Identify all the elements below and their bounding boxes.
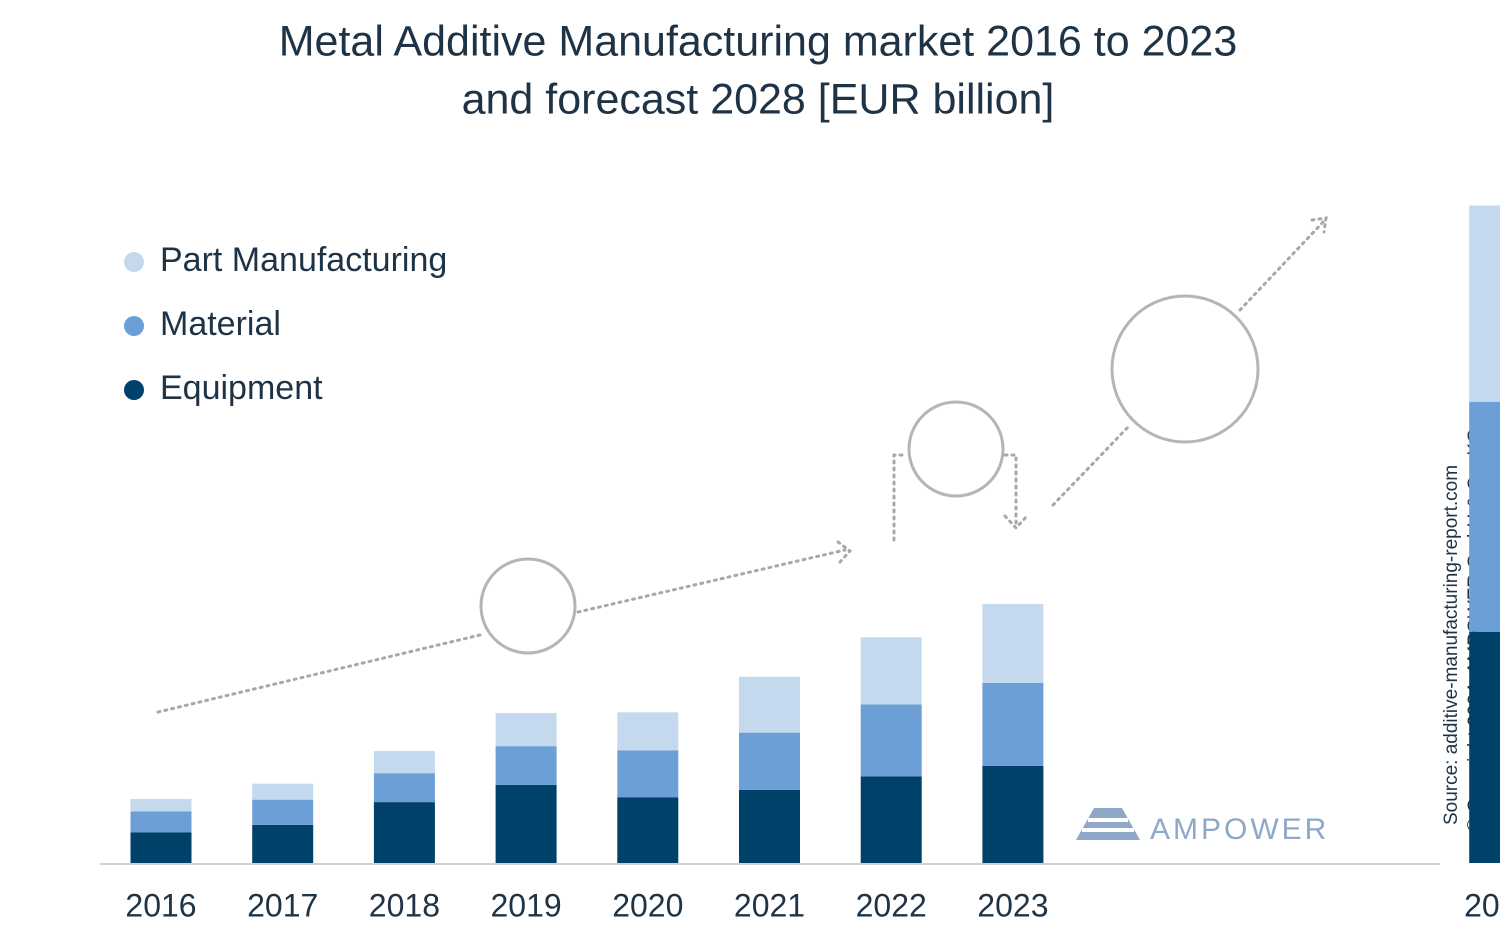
x-tick-label: 2019 [491,887,562,923]
bar-segment [130,799,192,812]
bar-segment [617,750,679,798]
trend-line [1003,453,1029,531]
bar-segment [252,799,314,825]
bar-segment [982,604,1044,683]
bar-segment [373,751,435,774]
trend-line [156,633,482,714]
circle [479,557,577,655]
bar-segment [617,797,679,863]
bar-segment [130,811,192,833]
x-tick-label: 2016 [125,887,196,923]
bar-segment [982,682,1044,766]
logo: AMPOWER [1076,808,1329,846]
chart-title: and forecast 2028 [EUR billion] [462,75,1055,123]
x-tick-label: 2018 [369,887,440,923]
legend-marker [124,316,144,336]
bar-segment [860,776,922,863]
bar-segment [130,832,192,863]
bar-segment [495,746,557,785]
bar-segment [860,704,922,777]
circle [907,400,1005,498]
x-tick-label: 2021 [734,887,805,923]
trend-line [576,540,853,614]
trend-line [1051,423,1132,507]
bar-segment [617,712,679,751]
trend-line [892,453,908,542]
bar-segment [739,732,800,790]
logo-icon [1082,818,1134,832]
logo-icon [1076,808,1140,840]
legend-label: Part Manufacturing [160,241,447,279]
bar-segment [495,712,557,747]
legend-marker [124,380,144,400]
bar-segment [373,773,435,803]
bar-segment [1469,631,1500,863]
bar-segment [252,783,314,800]
bar-segment [982,765,1044,863]
legend-marker [124,252,144,272]
chart-title: Metal Additive Manufacturing market 2016… [279,17,1238,65]
bar-segment [739,789,800,863]
bar-segment [739,676,800,733]
x-tick-label: 2022 [856,887,927,923]
x-tick-label: 2017 [247,887,318,923]
circle [1110,294,1260,444]
decoration [156,216,1328,714]
bar-segment [373,802,435,863]
bar-segment [860,637,922,705]
x-tick-label: 2023 [977,887,1048,923]
x-tick-label: 2028 [1464,887,1500,923]
source: Source: additive-manufacturing-report.co… [1441,465,1462,825]
legend-label: Material [160,305,281,343]
x-tick-label: 2020 [612,887,683,923]
bar-segment [495,784,557,863]
bar-segment [252,824,314,863]
legend-label: Equipment [160,369,323,407]
trend-line [1238,216,1328,312]
bar-segment [1469,401,1500,632]
bar-segment [1469,205,1500,402]
logo-text: AMPOWER [1150,813,1329,846]
